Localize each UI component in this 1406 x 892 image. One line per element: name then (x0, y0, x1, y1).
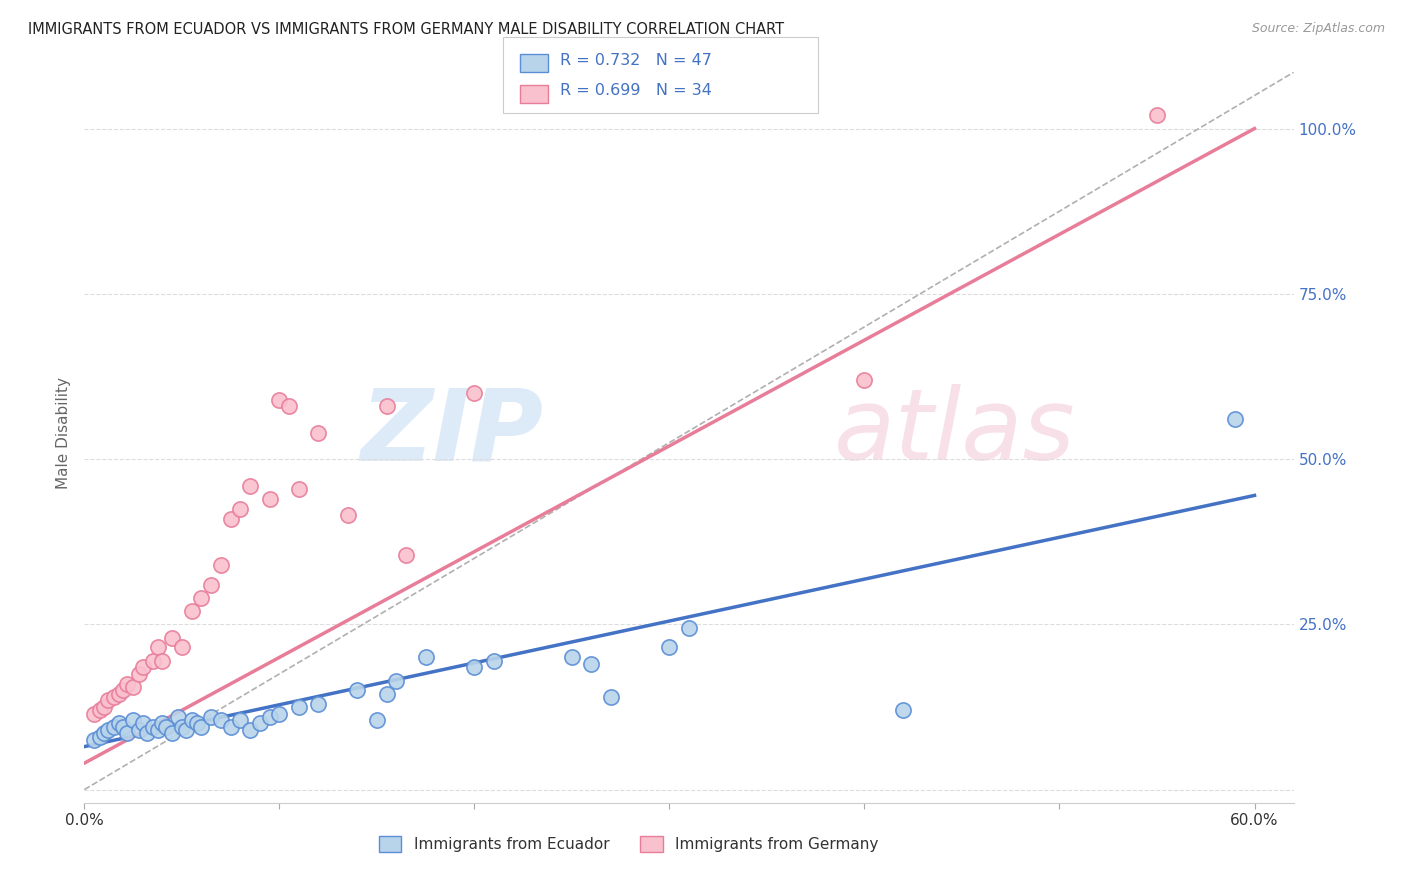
Point (259, 491, 281, 506)
Point (128, 723, 150, 737)
Point (108, 687, 131, 701)
Y-axis label: Male Disability: Male Disability (56, 376, 72, 489)
Point (259, 710, 281, 724)
Point (93, 700, 115, 714)
Point (180, 604, 202, 618)
Point (170, 640, 193, 655)
Point (239, 723, 262, 737)
Point (83, 733, 105, 747)
Text: atlas: atlas (834, 384, 1076, 481)
Point (174, 723, 197, 737)
Point (200, 710, 222, 724)
Point (180, 713, 202, 727)
Point (375, 399, 398, 413)
Point (122, 713, 145, 727)
Point (148, 640, 170, 655)
Point (148, 723, 170, 737)
Text: R = 0.699   N = 34: R = 0.699 N = 34 (560, 83, 711, 98)
Point (117, 677, 139, 691)
Point (336, 508, 359, 523)
Point (97, 723, 120, 737)
Point (288, 700, 311, 714)
Point (366, 713, 388, 727)
Point (103, 690, 125, 704)
Text: R = 0.732   N = 47: R = 0.732 N = 47 (560, 53, 711, 68)
Point (112, 683, 135, 698)
Point (561, 650, 583, 665)
Legend: Immigrants from Ecuador, Immigrants from Germany: Immigrants from Ecuador, Immigrants from… (373, 830, 884, 858)
Point (893, 703, 915, 717)
Point (463, 386, 485, 401)
Point (219, 720, 242, 734)
Point (93, 726, 115, 740)
Point (346, 683, 368, 698)
Point (395, 548, 418, 562)
Point (482, 654, 505, 668)
Point (209, 713, 232, 727)
Point (269, 392, 291, 407)
Point (167, 710, 190, 724)
Point (132, 660, 155, 674)
Point (142, 654, 165, 668)
Point (678, 621, 700, 635)
Point (170, 720, 193, 734)
Point (200, 577, 222, 591)
Point (117, 726, 139, 740)
Point (150, 716, 173, 731)
Point (219, 511, 242, 525)
Point (375, 687, 398, 701)
Point (269, 706, 291, 721)
Point (190, 720, 212, 734)
Point (1146, 108, 1168, 122)
Text: Source: ZipAtlas.com: Source: ZipAtlas.com (1251, 22, 1385, 36)
Point (209, 558, 232, 572)
Point (132, 716, 155, 731)
Point (160, 726, 183, 740)
Point (288, 482, 311, 496)
Point (190, 591, 212, 605)
Point (112, 720, 135, 734)
Point (97, 693, 120, 707)
Point (103, 720, 125, 734)
Point (600, 690, 623, 704)
Point (83, 706, 105, 721)
Point (89, 730, 111, 744)
Point (307, 697, 329, 711)
Point (1223, 412, 1246, 426)
Point (142, 720, 165, 734)
Point (307, 425, 329, 440)
Point (463, 660, 485, 674)
Point (155, 720, 177, 734)
Point (89, 703, 111, 717)
Text: IMMIGRANTS FROM ECUADOR VS IMMIGRANTS FROM GERMANY MALE DISABILITY CORRELATION C: IMMIGRANTS FROM ECUADOR VS IMMIGRANTS FR… (28, 22, 785, 37)
Point (415, 650, 437, 665)
Point (249, 716, 271, 731)
Point (122, 680, 145, 694)
Point (239, 478, 262, 492)
Point (128, 666, 150, 681)
Point (853, 373, 876, 387)
Point (385, 673, 408, 688)
Point (135, 726, 157, 740)
Point (186, 716, 208, 731)
Point (229, 501, 252, 516)
Point (229, 713, 252, 727)
Text: ZIP: ZIP (361, 384, 544, 481)
Point (108, 716, 131, 731)
Point (581, 657, 603, 671)
Point (658, 640, 681, 655)
Point (160, 631, 183, 645)
Point (278, 399, 301, 413)
Point (150, 654, 173, 668)
